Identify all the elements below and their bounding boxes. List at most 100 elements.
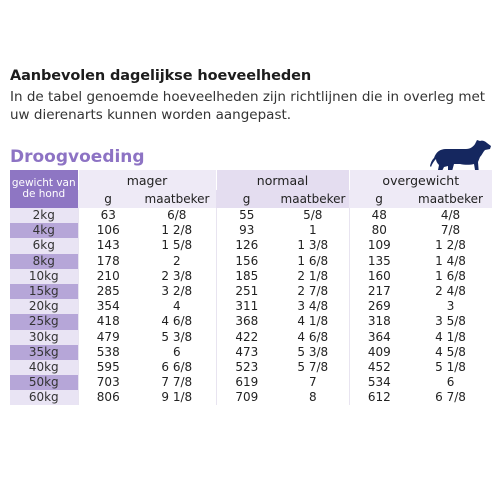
- normaal-g-cell: 422: [215, 329, 278, 345]
- table-row: 20kg 354 4 311 3 4/8 269 3: [10, 299, 492, 315]
- overgewicht-g-cell: 409: [348, 344, 410, 360]
- mager-g-cell: 538: [77, 344, 138, 360]
- group-header-normaal: normaal: [215, 170, 350, 190]
- overgewicht-g-cell: 534: [348, 375, 410, 391]
- normaal-g-cell: 126: [215, 238, 278, 254]
- mager-g-cell: 106: [77, 223, 138, 239]
- table-row: 2kg 63 6/8 55 5/8 48 4/8: [10, 208, 492, 224]
- weight-cell: 50kg: [10, 375, 78, 391]
- normaal-g-cell: 311: [215, 299, 278, 315]
- intro-text: In de tabel genoemde hoeveelheden zijn r…: [10, 89, 486, 123]
- overgewicht-cup-cell: 2 4/8: [435, 284, 466, 299]
- weight-column-header: gewicht van de hond: [10, 170, 78, 208]
- overgewicht-g-cell: 269: [348, 299, 410, 315]
- mager-g-cell: 806: [77, 390, 138, 406]
- table-row: 30kg 479 5 3/8 422 4 6/8 364 4 1/8: [10, 329, 492, 345]
- weight-cell: 35kg: [10, 344, 78, 360]
- mager-cup-cell: 4 6/8: [161, 314, 193, 329]
- mager-g-cell: 595: [77, 359, 138, 376]
- weight-cell: 15kg: [10, 283, 78, 300]
- normaal-g-cell: 251: [215, 283, 278, 300]
- group-header-mager: mager: [77, 170, 217, 190]
- mager-cup-cell: 6/8: [167, 208, 187, 223]
- overgewicht-g-cell: 160: [348, 268, 410, 284]
- normaal-g-cell: 93: [215, 223, 278, 239]
- weight-cell: 20kg: [10, 299, 78, 315]
- overgewicht-cup-cell: 4 5/8: [435, 344, 466, 359]
- weight-cell: 6kg: [10, 238, 78, 254]
- mager-g-cell: 418: [77, 314, 138, 330]
- mager-cup-cell: 7 7/8: [161, 375, 193, 390]
- mager-g-cell: 178: [77, 253, 138, 269]
- mager-g-cell: 285: [77, 283, 138, 300]
- sub-header-g: g: [216, 190, 278, 208]
- mager-g-cell: 479: [77, 329, 138, 345]
- overgewicht-g-cell: 80: [348, 223, 410, 239]
- section-title: Droogvoeding: [10, 147, 145, 167]
- sub-header-g: g: [78, 190, 138, 208]
- mager-cup-cell: 3 2/8: [161, 284, 193, 299]
- mager-g-cell: 703: [77, 375, 138, 391]
- table-row: 6kg 143 1 5/8 126 1 3/8 109 1 2/8: [10, 238, 492, 254]
- overgewicht-g-cell: 318: [348, 314, 410, 330]
- sub-header-maatbeker: maatbeker: [138, 190, 217, 208]
- mager-cup-cell: 2: [172, 253, 181, 268]
- sub-header-maatbeker: maatbeker: [409, 190, 493, 208]
- mager-g-cell: 143: [77, 238, 138, 254]
- mager-cup-cell: 4: [172, 299, 181, 314]
- overgewicht-g-cell: 135: [348, 253, 410, 269]
- normaal-g-cell: 709: [215, 390, 278, 406]
- normaal-cup-cell: 1 6/8: [297, 253, 329, 268]
- normaal-g-cell: 368: [215, 314, 278, 330]
- normaal-cup-cell: 2 1/8: [297, 268, 329, 283]
- overgewicht-g-cell: 452: [348, 359, 410, 376]
- table-row: 8kg 178 2 156 1 6/8 135 1 4/8: [10, 253, 492, 269]
- weight-cell: 60kg: [10, 390, 78, 406]
- sub-header-g: g: [349, 190, 410, 208]
- table-row: 15kg 285 3 2/8 251 2 7/8 217 2 4/8: [10, 283, 492, 300]
- weight-cell: 40kg: [10, 359, 78, 376]
- normaal-g-cell: 619: [215, 375, 278, 391]
- normaal-g-cell: 156: [215, 253, 278, 269]
- mager-cup-cell: 1 5/8: [161, 238, 193, 253]
- mager-cup-cell: 5 3/8: [161, 329, 193, 344]
- normaal-g-cell: 473: [215, 344, 278, 360]
- table-row: 40kg 595 6 6/8 523 5 7/8 452 5 1/8: [10, 359, 492, 376]
- page-heading: Aanbevolen dagelijkse hoeveelheden: [10, 68, 312, 84]
- overgewicht-cup-cell: 6 7/8: [435, 390, 466, 405]
- overgewicht-g-cell: 217: [348, 283, 410, 300]
- mager-g-cell: 210: [77, 268, 138, 284]
- weight-cell: 4kg: [10, 223, 78, 239]
- feeding-table: gewicht van de hond mager normaal overge…: [10, 170, 493, 406]
- normaal-g-cell: 55: [215, 208, 278, 224]
- normaal-cup-cell: 7: [308, 375, 317, 390]
- dog-silhouette-icon: [430, 140, 491, 176]
- overgewicht-g-cell: 612: [348, 390, 410, 406]
- mager-cup-cell: 1 2/8: [161, 223, 193, 238]
- weight-cell: 25kg: [10, 314, 78, 330]
- normaal-cup-cell: 5 3/8: [297, 344, 329, 359]
- normaal-g-cell: 185: [215, 268, 278, 284]
- overgewicht-g-cell: 48: [348, 208, 410, 224]
- overgewicht-cup-cell: 1 2/8: [435, 238, 466, 253]
- group-header-overgewicht: overgewicht: [348, 170, 493, 190]
- overgewicht-g-cell: 109: [348, 238, 410, 254]
- normaal-cup-cell: 5 7/8: [297, 359, 329, 374]
- normaal-cup-cell: 2 7/8: [297, 284, 329, 299]
- sub-header-maatbeker: maatbeker: [277, 190, 350, 208]
- weight-cell: 30kg: [10, 329, 78, 345]
- mager-cup-cell: 6 6/8: [161, 359, 193, 374]
- overgewicht-cup-cell: 4/8: [440, 208, 461, 223]
- table-row: 25kg 418 4 6/8 368 4 1/8 318 3 5/8: [10, 314, 492, 330]
- normaal-cup-cell: 4 1/8: [297, 314, 329, 329]
- table-row: 35kg 538 6 473 5 3/8 409 4 5/8: [10, 344, 492, 360]
- overgewicht-cup-cell: 7/8: [440, 223, 461, 238]
- weight-cell: 8kg: [10, 253, 78, 269]
- normaal-cup-cell: 3 4/8: [297, 299, 329, 314]
- overgewicht-cup-cell: 1 6/8: [435, 268, 466, 283]
- normaal-cup-cell: 1: [308, 223, 317, 238]
- weight-cell: 10kg: [10, 268, 78, 284]
- weight-cell: 2kg: [10, 208, 78, 224]
- table-row: 10kg 210 2 3/8 185 2 1/8 160 1 6/8: [10, 268, 492, 284]
- overgewicht-cup-cell: 6: [446, 375, 455, 390]
